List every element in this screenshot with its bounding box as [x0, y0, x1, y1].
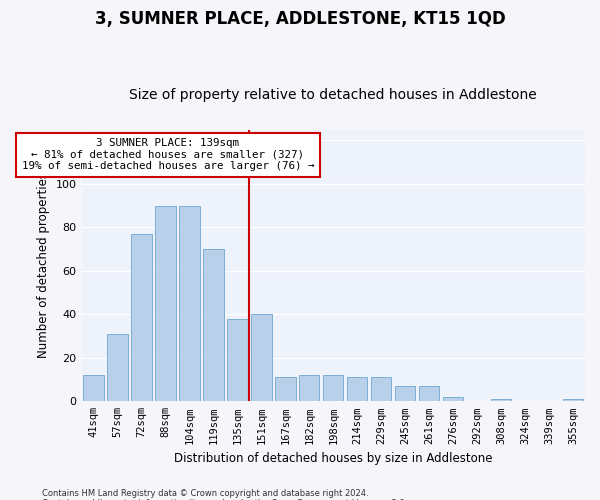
Bar [107, 334, 128, 402]
Text: Contains public sector information licensed under the Open Government Licence v3: Contains public sector information licen… [42, 498, 407, 500]
Bar [299, 375, 319, 402]
Bar [347, 378, 367, 402]
Bar [131, 234, 152, 402]
Bar [155, 206, 176, 402]
Text: Contains HM Land Registry data © Crown copyright and database right 2024.: Contains HM Land Registry data © Crown c… [42, 488, 368, 498]
Bar [251, 314, 272, 402]
Text: 3, SUMNER PLACE, ADDLESTONE, KT15 1QD: 3, SUMNER PLACE, ADDLESTONE, KT15 1QD [95, 10, 505, 28]
Bar [371, 378, 391, 402]
Bar [419, 386, 439, 402]
Bar [323, 375, 343, 402]
Bar [491, 399, 511, 402]
Bar [563, 399, 583, 402]
Bar [83, 375, 104, 402]
Y-axis label: Number of detached properties: Number of detached properties [37, 172, 50, 358]
Bar [395, 386, 415, 402]
X-axis label: Distribution of detached houses by size in Addlestone: Distribution of detached houses by size … [174, 452, 493, 465]
Bar [203, 249, 224, 402]
Bar [443, 397, 463, 402]
Bar [227, 318, 248, 402]
Text: 3 SUMNER PLACE: 139sqm
← 81% of detached houses are smaller (327)
19% of semi-de: 3 SUMNER PLACE: 139sqm ← 81% of detached… [22, 138, 314, 172]
Bar [179, 206, 200, 402]
Title: Size of property relative to detached houses in Addlestone: Size of property relative to detached ho… [130, 88, 537, 102]
Bar [275, 378, 296, 402]
